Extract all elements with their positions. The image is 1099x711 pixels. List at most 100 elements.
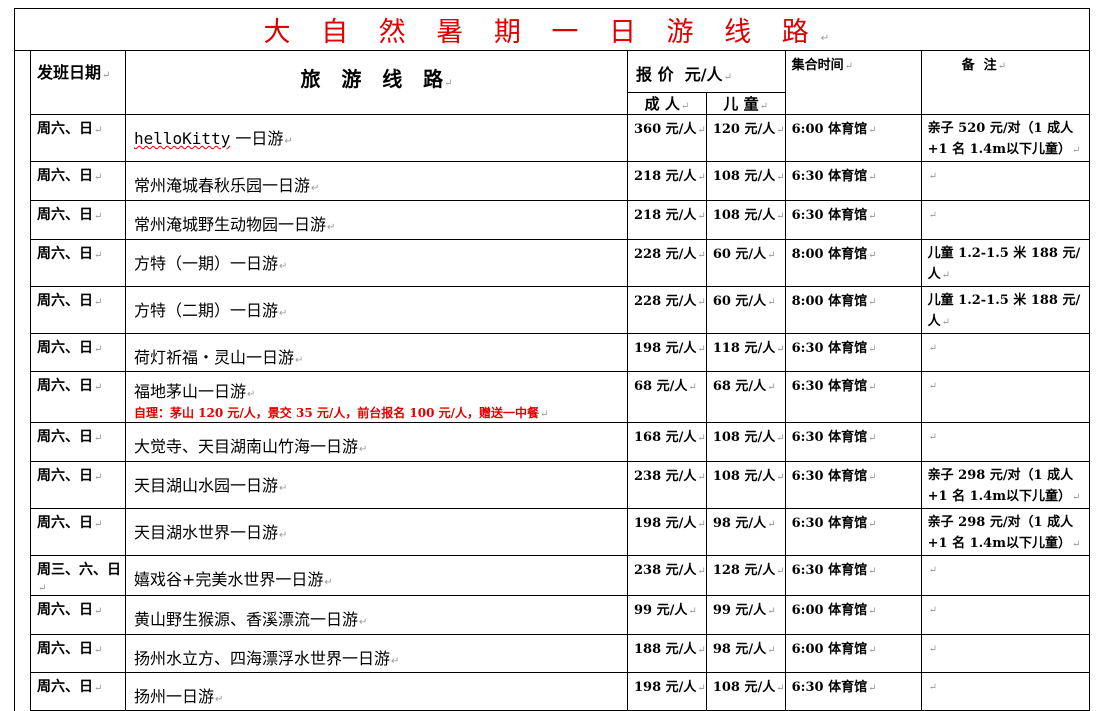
child-price-cell-text: 108 元/人 <box>713 680 784 695</box>
route-name: 嬉戏谷+完美水世界一日游 <box>134 570 333 589</box>
margin-column <box>14 333 31 372</box>
date-cell-text: 周六、日 <box>37 168 102 184</box>
adult-price-cell: 168 元/人 <box>627 422 707 462</box>
date-cell-text: 周六、日 <box>37 246 102 262</box>
date-cell: 周六、日 <box>30 634 126 673</box>
route-cell: 福地茅山一日游自理：茅山 120 元/人，景交 35 元/人，前台报名 100 … <box>125 371 628 423</box>
route-name: helloKitty 一日游 <box>134 129 293 148</box>
table-row: 周三、六、日嬉戏谷+完美水世界一日游 238 元/人 128 元/人 6:30 体育馆 <box>14 555 1090 596</box>
meeting-time-cell-text: 6:30 体育馆 <box>792 680 877 695</box>
adult-price-cell: 99 元/人 <box>627 595 707 635</box>
note-cell-text <box>928 378 937 393</box>
table-row: 周六、日 福地茅山一日游自理：茅山 120 元/人，景交 35 元/人，前台报名 … <box>14 371 1090 423</box>
child-price-cell: 98 元/人 <box>705 634 786 673</box>
adult-price-cell-text: 198 元/人 <box>634 516 705 531</box>
header-child: 儿 童 <box>705 92 786 115</box>
date-cell-text: 周六、日 <box>37 468 102 484</box>
header-adult: 成 人 <box>627 92 707 115</box>
date-cell: 周六、日 <box>30 461 126 509</box>
meeting-time-cell: 6:30 体育馆 <box>784 371 922 423</box>
meeting-time-cell: 6:00 体育馆 <box>784 114 922 162</box>
meeting-time-cell: 8:00 体育馆 <box>784 286 922 334</box>
margin-column <box>14 286 31 334</box>
route-cell: 天目湖山水园一日游 <box>125 461 628 509</box>
route-name: 扬州水立方、四海漂浮水世界一日游 <box>134 649 399 668</box>
route-cell: 常州淹城春秋乐园一日游 <box>125 161 628 201</box>
route-name: 方特（二期）一日游 <box>134 301 287 320</box>
route-name: 黄山野生猴源、香溪漂流一日游 <box>134 610 367 629</box>
header-time: 集合时间 <box>784 50 922 115</box>
table-row: 周六、日方特（二期）一日游 228 元/人 60 元/人 8:00 体育馆 儿童 1.2… <box>14 286 1090 334</box>
meeting-time-cell-text: 8:00 体育馆 <box>792 247 877 262</box>
route-name: 荷灯祈福・灵山一日游 <box>134 348 303 367</box>
adult-price-cell: 68 元/人 <box>627 371 707 423</box>
date-cell: 周六、日 <box>30 595 126 635</box>
meeting-time-cell: 6:00 体育馆 <box>784 595 922 635</box>
table-row: 周六、日天目湖山水园一日游 238 元/人 108 元/人 6:30 体育馆 亲子 29… <box>14 461 1090 509</box>
child-price-cell-text: 60 元/人 <box>713 294 776 309</box>
child-price-cell-text: 108 元/人 <box>713 469 784 484</box>
route-name: 福地茅山一日游 <box>134 382 255 401</box>
meeting-time-cell-text: 6:30 体育馆 <box>792 516 877 531</box>
table-row: 周六、日黄山野生猴源、香溪漂流一日游 99 元/人 99 元/人 6:00 体育馆 <box>14 595 1090 635</box>
meeting-time-cell: 6:30 体育馆 <box>784 555 922 596</box>
adult-price-cell-text: 188 元/人 <box>634 642 705 657</box>
note-cell-text <box>928 207 937 222</box>
date-cell-text: 周六、日 <box>37 679 102 695</box>
margin-column <box>14 508 31 556</box>
meeting-time-cell-text: 6:30 体育馆 <box>792 563 877 578</box>
note-cell: 儿童 1.2-1.5 米 188 元/人 <box>920 286 1090 334</box>
table-row: 周六、日 helloKitty 一日游 360 元/人 120 元/人 6:00 体育馆… <box>14 114 1090 162</box>
margin-column <box>14 161 31 201</box>
meeting-time-cell-text: 8:00 体育馆 <box>792 294 877 309</box>
table-row: 周六、日荷灯祈福・灵山一日游 198 元/人 118 元/人 6:30 体育馆 <box>14 333 1090 372</box>
margin-column <box>14 595 31 635</box>
date-cell: 周六、日 <box>30 286 126 334</box>
child-price-cell: 108 元/人 <box>705 422 786 462</box>
date-cell: 周六、日 <box>30 371 126 423</box>
table-row: 周六、日大觉寺、天目湖南山竹海一日游 168 元/人 108 元/人 6:30 体育馆 <box>14 422 1090 462</box>
route-name: 天目湖水世界一日游 <box>134 523 287 542</box>
title-row: 大 自 然 暑 期 一 日 游 线 路 <box>14 8 1090 51</box>
adult-price-cell: 218 元/人 <box>627 200 707 240</box>
child-price-cell-text: 99 元/人 <box>713 603 776 618</box>
route-cell: 常州淹城野生动物园一日游 <box>125 200 628 240</box>
table-row: 周六、日扬州水立方、四海漂浮水世界一日游 188 元/人 98 元/人 6:00 体育… <box>14 634 1090 673</box>
document-title: 大 自 然 暑 期 一 日 游 线 路 <box>14 8 1090 51</box>
date-cell: 周六、日 <box>30 200 126 240</box>
meeting-time-cell-text: 6:30 体育馆 <box>792 169 877 184</box>
note-cell-text: 儿童 1.2-1.5 米 188 元/人 <box>928 293 1081 329</box>
meeting-time-cell-text: 6:00 体育馆 <box>792 642 877 657</box>
route-cell: 方特（一期）一日游 <box>125 239 628 287</box>
note-cell-text <box>928 641 937 656</box>
meeting-time-cell-text: 6:30 体育馆 <box>792 379 877 394</box>
header-note: 备 注 <box>920 50 1090 115</box>
adult-price-cell-text: 218 元/人 <box>634 208 705 223</box>
adult-price-cell-text: 218 元/人 <box>634 169 705 184</box>
note-cell: 亲子 520 元/对（1 成人+1 名 1.4m以下儿童） <box>920 114 1090 162</box>
date-cell-text: 周六、日 <box>37 207 102 223</box>
note-cell-text: 亲子 520 元/对（1 成人+1 名 1.4m以下儿童） <box>928 121 1081 157</box>
header-route: 旅 游 线 路 <box>125 50 628 115</box>
route-name: 天目湖山水园一日游 <box>134 476 287 495</box>
child-price-cell-text: 98 元/人 <box>713 516 776 531</box>
route-cell: 大觉寺、天目湖南山竹海一日游 <box>125 422 628 462</box>
meeting-time-cell: 6:30 体育馆 <box>784 161 922 201</box>
route-cell: 嬉戏谷+完美水世界一日游 <box>125 555 628 596</box>
child-price-cell-text: 60 元/人 <box>713 247 776 262</box>
adult-price-cell: 218 元/人 <box>627 161 707 201</box>
note-cell-text <box>928 340 937 355</box>
adult-price-cell-text: 198 元/人 <box>634 680 705 695</box>
margin-column <box>14 461 31 509</box>
child-price-cell-text: 120 元/人 <box>713 122 784 137</box>
note-cell-text <box>928 429 937 444</box>
adult-price-cell-text: 238 元/人 <box>634 563 705 578</box>
child-price-cell: 98 元/人 <box>705 508 786 556</box>
note-cell <box>920 371 1090 423</box>
meeting-time-cell: 6:00 体育馆 <box>784 634 922 673</box>
note-cell-text: 亲子 298 元/对（1 成人+1 名 1.4m以下儿童） <box>928 515 1081 551</box>
meeting-time-cell-text: 6:30 体育馆 <box>792 469 877 484</box>
child-price-cell: 120 元/人 <box>705 114 786 162</box>
note-cell: 亲子 298 元/对（1 成人+1 名 1.4m以下儿童） <box>920 508 1090 556</box>
adult-price-cell: 238 元/人 <box>627 461 707 509</box>
